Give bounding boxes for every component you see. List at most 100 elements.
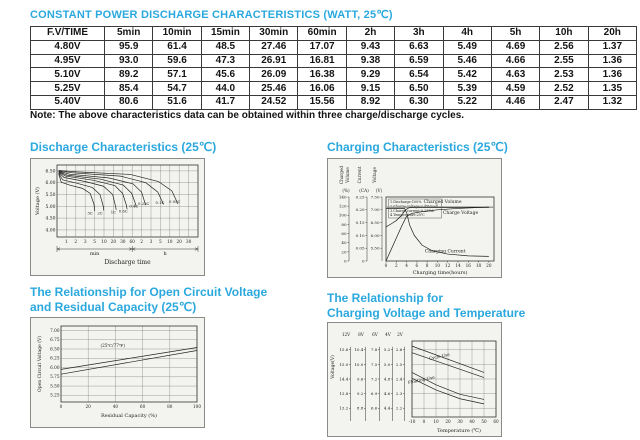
cell: 15.56 — [297, 94, 347, 110]
arrowhead — [194, 247, 199, 251]
col-header: 5h — [490, 26, 541, 41]
col-header: 10h — [539, 26, 589, 41]
x-tick-label: 14 — [455, 263, 461, 268]
axis-tick-label: 6.00 — [371, 233, 380, 238]
charged-volume-label: Charged Volume — [424, 199, 462, 205]
y-tick-label: 4.50 — [45, 216, 55, 222]
discharge-curve — [58, 172, 117, 210]
axis-tick-label: 0.25 — [356, 194, 365, 199]
cell: 6.30 — [394, 94, 444, 110]
y-tick-label: 4.00 — [45, 227, 55, 233]
axis-tick-label: 0.05 — [356, 246, 365, 251]
y-tick-label: 7.00 — [50, 328, 60, 333]
y-tick-label: 5.25 — [50, 393, 60, 398]
chart-annotation: (25℃/77℉) — [100, 343, 125, 348]
cell: 4.66 — [490, 53, 541, 69]
cell: 47.3 — [200, 53, 251, 69]
curve-label: 0.25C — [138, 201, 149, 206]
cell: 80.6 — [103, 94, 154, 110]
cell: 16.38 — [297, 67, 347, 83]
axis-tick-label: 0 — [362, 258, 365, 263]
cell: 5.49 — [442, 39, 492, 55]
x-group-label-min: min — [90, 251, 100, 257]
y-tick-label: 6.75 — [50, 337, 60, 342]
band-upper-line — [411, 372, 485, 400]
band-label: Floating Use — [407, 374, 435, 385]
temp-chart: Voltage(V) 12V 15.6 15.0 14.4 13.8 13.2 8V 10.4 1… — [329, 332, 499, 434]
axis-unit: (V) — [376, 188, 383, 193]
x-tick-label: 30 — [120, 240, 126, 245]
charge-voltage-label: Charge Voltage — [443, 210, 479, 216]
cell: 4.69 — [490, 39, 541, 55]
scale-tick-label: 4.4 — [384, 406, 391, 411]
ocv-chart-panel: 0 20 40 60 80 100 7.00 6.75 6.50 6.25 6.00 5.75 5.50… — [30, 317, 205, 428]
y-tick-label: 5.75 — [50, 374, 60, 379]
scale-tick-label: 9.6 — [357, 376, 364, 381]
scale-tick-label: 2.5 — [396, 362, 403, 367]
x-tick-label: 10 — [435, 263, 441, 268]
charging-current-label: Charging Current — [425, 249, 466, 255]
cell: 2.55 — [539, 53, 589, 69]
cell: 4.59 — [490, 81, 541, 96]
x-tick-label: 2 — [140, 240, 143, 245]
axis-tick-label: 60 — [341, 231, 347, 236]
x-tick-label: 1 — [65, 240, 68, 245]
discharge-chart-panel: 6.50 6.00 5.50 5.00 4.50 4.00 Voltage (V) 1 2 3 5 1… — [30, 158, 205, 276]
x-tick-label: 20 — [86, 404, 92, 409]
cell: 2.52 — [539, 81, 589, 96]
ocv-line — [60, 350, 198, 375]
discharge-curve — [58, 171, 128, 210]
cell: 9.38 — [345, 53, 396, 69]
col-header: 2h — [345, 26, 396, 41]
cell: 6.59 — [394, 53, 444, 69]
x-tick-label: 12 — [445, 263, 451, 268]
scale-tick-label: 2.4 — [396, 376, 403, 381]
cell: 5.46 — [442, 53, 492, 69]
curve-label: 0.6C — [119, 208, 128, 213]
col-header: 60min — [297, 26, 347, 41]
cell: 27.46 — [249, 39, 299, 55]
x-tick-label: 80 — [167, 404, 173, 409]
axis-unit: (CA) — [359, 188, 369, 193]
axis-tick-label: 0.10 — [356, 233, 365, 238]
axis-tick-label: 120 — [339, 204, 347, 209]
scale-tick-label: 10.0 — [354, 362, 363, 367]
discharge-curve — [58, 173, 96, 212]
y-tick-label: 6.25 — [50, 356, 60, 361]
table-row: 4.95V 93.0 59.6 47.3 26.91 16.81 9.38 6.59 5.46 4… — [30, 53, 638, 69]
cell: 25.46 — [249, 81, 299, 96]
scale-tick-label: 10.4 — [354, 347, 363, 352]
arrowhead — [56, 247, 61, 251]
cell: 54.7 — [152, 81, 202, 96]
y-axis-label: Open Circuit Voltage (V) — [36, 336, 43, 392]
scale-tick-label: 8.8 — [357, 406, 364, 411]
axis-tick-label: 0 — [344, 258, 347, 263]
arrowhead — [131, 247, 136, 251]
axis-tick-label: 20 — [341, 249, 347, 254]
temp-chart-title: The Relationship for Charging Voltage an… — [327, 291, 526, 320]
charging-current-curve — [386, 208, 489, 257]
col-header: 15min — [200, 26, 251, 41]
scale-tick-label: 15.0 — [339, 362, 348, 367]
col-header: 3h — [394, 26, 444, 41]
cell: 61.4 — [152, 39, 202, 55]
x-tick-label: 3 — [150, 240, 153, 245]
cell: 4.80V — [30, 39, 105, 55]
y-tick-label: 5.00 — [45, 204, 55, 210]
table-row: 5.40V 80.6 51.6 41.7 24.52 15.56 8.92 6.30 5.22 4… — [30, 94, 638, 110]
scale-tick-label: 6.6 — [371, 406, 378, 411]
cell: 5.25V — [30, 81, 105, 96]
x-tick-label: 0 — [60, 404, 63, 409]
scale-header: 12V — [342, 332, 351, 337]
col-header: 10min — [152, 26, 202, 41]
temp-chart-panel: Voltage(V) 12V 15.6 15.0 14.4 13.8 13.2 8V 10.4 1… — [327, 322, 502, 437]
table-header-row: F.V/TIME 5min 10min 15min 30min 60min 2h 3h 4h 5h… — [30, 26, 638, 41]
cell: 6.63 — [394, 39, 444, 55]
cell: 4.46 — [490, 94, 541, 110]
x-tick-label: 2 — [395, 263, 398, 268]
scale-tick-label: 4.6 — [384, 391, 391, 396]
x-tick-label: 5 — [159, 240, 162, 245]
scale-tick-label: 2.3 — [396, 391, 403, 396]
cell: 89.2 — [103, 67, 154, 83]
